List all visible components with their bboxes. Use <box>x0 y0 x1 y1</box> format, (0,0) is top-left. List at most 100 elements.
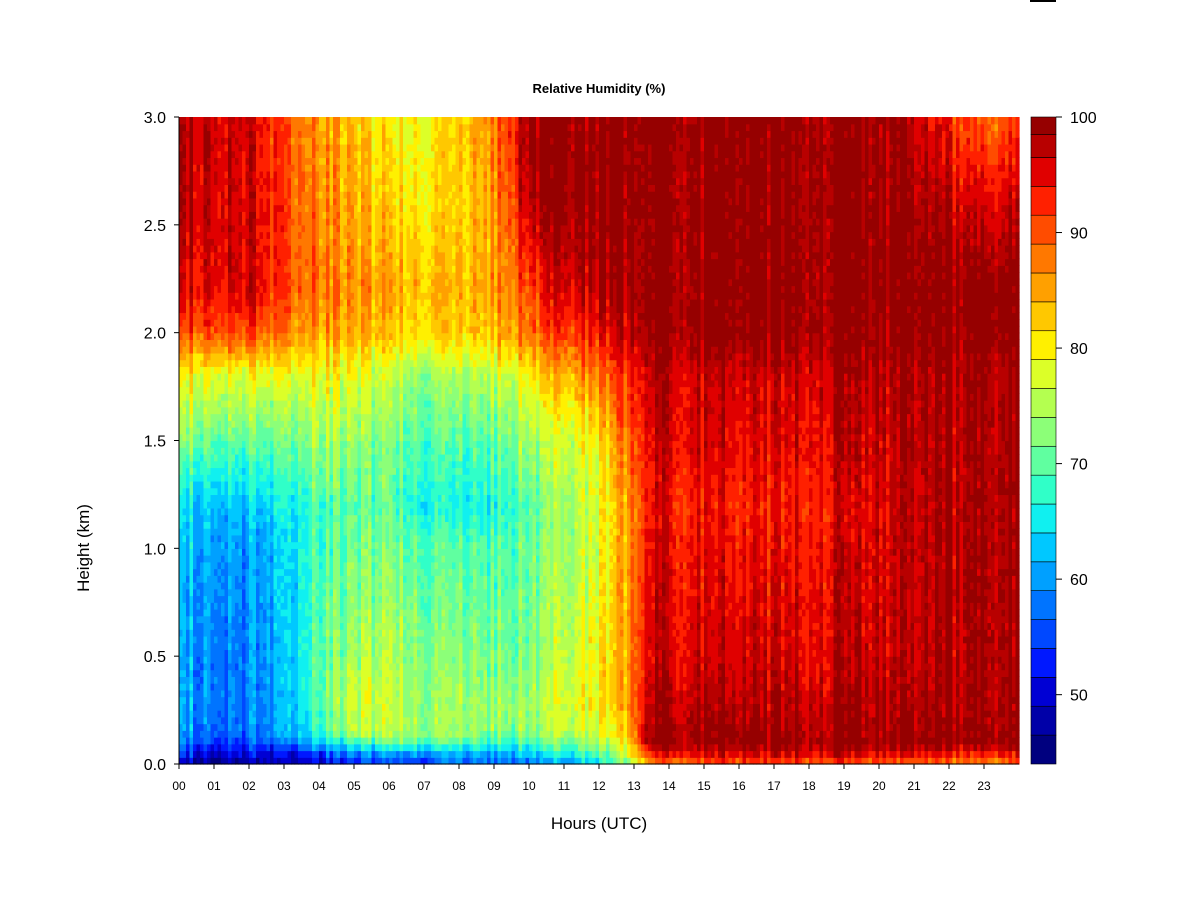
heatmap-cell <box>301 582 306 590</box>
heatmap-cell <box>221 117 226 125</box>
heatmap-cell <box>238 325 243 334</box>
heatmap-cell <box>287 433 292 442</box>
heatmap-cell <box>333 555 338 563</box>
heatmap-cell <box>217 157 222 165</box>
heatmap-cell <box>340 427 345 435</box>
heatmap-cell <box>193 373 198 381</box>
heatmap-cell <box>217 224 222 233</box>
heatmap-cell <box>298 157 303 165</box>
heatmap-cell <box>350 723 355 731</box>
heatmap-cell <box>270 575 275 583</box>
heatmap-cell <box>357 130 362 138</box>
heatmap-cell <box>203 494 208 502</box>
heatmap-cell <box>259 615 264 624</box>
heatmap-cell <box>189 575 194 583</box>
heatmap-cell <box>291 211 296 219</box>
heatmap-cell <box>256 696 261 704</box>
heatmap-cell <box>189 595 194 603</box>
heatmap-cell <box>252 622 257 630</box>
heatmap-cell <box>179 433 184 442</box>
heatmap-cell <box>329 143 334 152</box>
heatmap-cell <box>214 366 219 374</box>
heatmap-cell <box>242 447 247 455</box>
heatmap-cell <box>214 272 219 280</box>
heatmap-cell <box>235 346 240 354</box>
heatmap-cell <box>186 258 191 266</box>
heatmap-cell <box>186 164 191 172</box>
heatmap-cell <box>350 373 355 381</box>
heatmap-cell <box>231 224 236 233</box>
heatmap-cell <box>280 541 285 549</box>
heatmap-cell <box>228 332 233 341</box>
heatmap-cell <box>189 352 194 361</box>
heatmap-cell <box>340 184 345 192</box>
heatmap-cell <box>336 528 341 536</box>
heatmap-cell <box>312 218 317 226</box>
heatmap-cell <box>224 312 229 320</box>
heatmap-cell <box>224 238 229 246</box>
heatmap-cell <box>235 191 240 199</box>
heatmap-cell <box>207 352 212 361</box>
heatmap-cell <box>315 238 320 246</box>
heatmap-cell <box>189 130 194 138</box>
heatmap-cell <box>245 400 250 408</box>
heatmap-cell <box>200 642 205 651</box>
heatmap-cell <box>210 501 215 509</box>
heatmap-cell <box>256 541 261 549</box>
heatmap-cell <box>231 602 236 610</box>
heatmap-cell <box>186 662 191 671</box>
heatmap-cell <box>193 298 198 307</box>
heatmap-cell <box>207 710 212 718</box>
heatmap-cell <box>280 150 285 159</box>
heatmap-cell <box>203 683 208 691</box>
heatmap-cell <box>277 298 282 307</box>
heatmap-cell <box>294 265 299 273</box>
heatmap-cell <box>207 642 212 651</box>
heatmap-cell <box>228 521 233 529</box>
heatmap-cell <box>312 406 317 415</box>
heatmap-cell <box>312 285 317 293</box>
heatmap-cell <box>252 164 257 172</box>
heatmap-cell <box>333 386 338 394</box>
heatmap-cell <box>263 649 268 657</box>
heatmap-cell <box>259 332 264 341</box>
heatmap-cell <box>217 305 222 314</box>
heatmap-cell <box>315 379 320 388</box>
heatmap-cell <box>224 582 229 590</box>
heatmap-cell <box>263 143 268 152</box>
heatmap-cell <box>326 305 331 314</box>
heatmap-cell <box>266 272 271 280</box>
heatmap-cell <box>200 710 205 718</box>
heatmap-cell <box>284 453 289 462</box>
heatmap-cell <box>350 662 355 671</box>
heatmap-cell <box>347 750 352 758</box>
heatmap-cell <box>291 588 296 597</box>
heatmap-cell <box>182 608 187 617</box>
heatmap-cell <box>182 656 187 664</box>
heatmap-cell <box>214 608 219 617</box>
heatmap-cell <box>252 123 257 132</box>
heatmap-cell <box>235 184 240 192</box>
heatmap-cell <box>249 629 254 637</box>
heatmap-cell <box>210 164 215 172</box>
heatmap-cell <box>179 453 184 462</box>
heatmap-cell <box>210 312 215 320</box>
heatmap-cell <box>182 548 187 556</box>
heatmap-cell <box>252 683 257 691</box>
heatmap-cell <box>266 460 271 469</box>
heatmap-cell <box>326 157 331 165</box>
heatmap-cell <box>287 245 292 253</box>
heatmap-cell <box>210 325 215 334</box>
heatmap-cell <box>326 379 331 388</box>
heatmap-cell <box>186 346 191 354</box>
heatmap-cell <box>179 366 184 374</box>
heatmap-cell <box>270 541 275 549</box>
heatmap-cell <box>256 662 261 671</box>
heatmap-cell <box>284 339 289 347</box>
heatmap-cell <box>312 480 317 489</box>
heatmap-cell <box>270 278 275 287</box>
heatmap-cell <box>343 400 348 408</box>
heatmap-cell <box>238 319 243 327</box>
heatmap-cell <box>277 447 282 455</box>
heatmap-cell <box>235 487 240 496</box>
